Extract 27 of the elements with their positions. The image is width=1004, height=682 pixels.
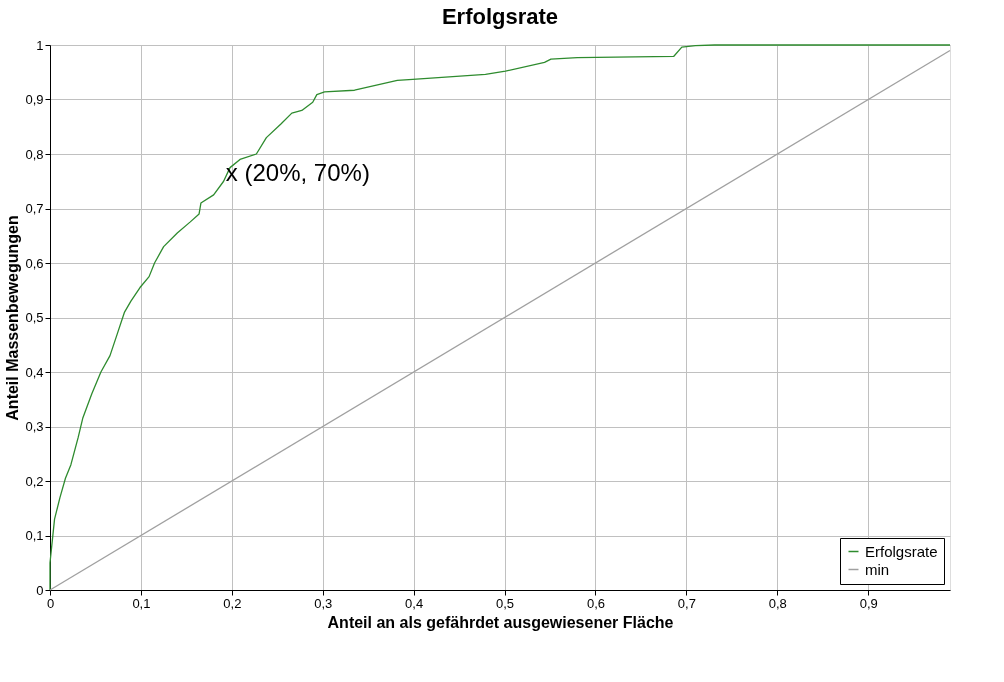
x-tick-label: 0,8 (768, 595, 787, 611)
x-tick-label: 0,5 (496, 595, 515, 611)
y-tick-label: 0,8 (25, 146, 44, 162)
x-tick-label: 0,4 (405, 595, 424, 611)
x-tick-label: 0 (46, 595, 55, 611)
y-tick-label: 1 (36, 37, 44, 53)
x-tick-label: 0,1 (132, 595, 151, 611)
x-axis-title: Anteil an als gefährdet ausgewiesener Fläche (327, 613, 674, 631)
legend-label: min (865, 560, 890, 578)
y-tick-label: 0 (36, 582, 44, 598)
legend-label: Erfolgsrate (865, 542, 938, 560)
y-tick-label: 0,2 (25, 473, 44, 489)
x-tick-label: 0,6 (586, 595, 605, 611)
y-tick-label: 0,1 (25, 528, 44, 543)
y-tick-label: 0,9 (25, 92, 44, 107)
y-tick-label: 0,6 (25, 255, 44, 271)
y-tick-label: 0,5 (25, 310, 44, 325)
annotation: x (20%, 70%) (225, 159, 370, 187)
x-tick-label: 0,9 (859, 595, 878, 611)
y-tick-label: 0,4 (25, 364, 44, 380)
x-tick-label: 0,3 (314, 595, 333, 611)
y-tick-label: 0,3 (25, 419, 44, 434)
y-axis-title: Anteil Massenbewegungen (4, 215, 22, 421)
x-tick-label: 0,2 (223, 595, 242, 611)
y-tick-label: 0,7 (25, 201, 44, 216)
x-tick-label: 0,7 (677, 595, 696, 611)
chart-title: Erfolgsrate (441, 4, 559, 29)
